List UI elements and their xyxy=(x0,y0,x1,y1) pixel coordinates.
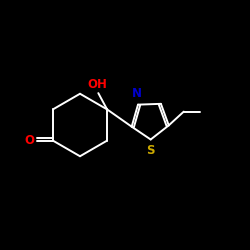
Text: S: S xyxy=(146,144,155,157)
Text: OH: OH xyxy=(87,78,107,91)
Text: O: O xyxy=(25,134,35,147)
Text: N: N xyxy=(132,87,142,100)
